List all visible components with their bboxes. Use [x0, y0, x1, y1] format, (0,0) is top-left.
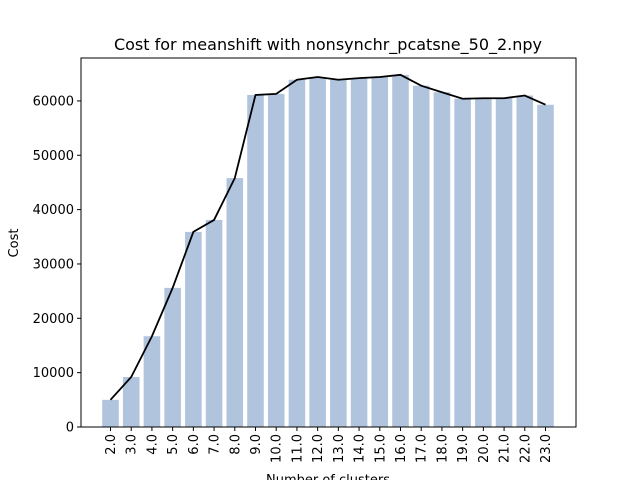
x-tick-label: 7.0: [208, 434, 223, 455]
chart-title: Cost for meanshift with nonsynchr_pcatsn…: [114, 35, 542, 55]
x-axis-label: Number of clusters: [266, 473, 390, 480]
bar: [247, 94, 264, 427]
bar: [516, 95, 534, 427]
x-tick-label: 4.0: [145, 434, 160, 455]
y-tick-label: 40000: [33, 203, 74, 218]
x-tick-label: 16.0: [394, 434, 409, 463]
x-tick-label: 12.0: [311, 434, 326, 463]
bar: [537, 104, 554, 427]
x-tick-label: 5.0: [166, 434, 181, 455]
bar: [102, 399, 119, 427]
y-axis-label: Cost: [7, 229, 22, 258]
x-tick-label: 11.0: [290, 434, 305, 463]
bar: [330, 79, 347, 427]
x-tick-label: 13.0: [332, 434, 347, 463]
y-tick-label: 10000: [33, 366, 74, 381]
bar: [205, 219, 223, 427]
line: [109, 73, 546, 401]
x-tick-label: 22.0: [518, 434, 533, 463]
x-tick-label: 14.0: [353, 434, 368, 463]
x-tick-label: 8.0: [228, 434, 243, 455]
bar: [309, 77, 326, 427]
x-tick-label: 3.0: [125, 434, 140, 455]
y-tick-label: 50000: [33, 149, 74, 164]
bar: [350, 78, 368, 427]
bar: [371, 77, 389, 427]
x-tick-label: 9.0: [249, 434, 264, 455]
bar: [454, 98, 471, 427]
x-tick-label: 2.0: [104, 434, 119, 455]
x-tick-label: 10.0: [270, 434, 285, 463]
bar: [267, 93, 285, 427]
x-tick-label: 15.0: [373, 434, 388, 463]
x-tick-label: 17.0: [415, 434, 430, 463]
bar: [122, 377, 140, 427]
x-tick-label: 18.0: [435, 434, 450, 463]
bar: [288, 79, 306, 427]
y-tick-label: 0: [66, 421, 74, 436]
y-tick-label: 20000: [33, 312, 74, 327]
bar: [475, 98, 492, 427]
x-tick-label: 21.0: [498, 434, 513, 463]
bar: [433, 92, 451, 427]
plot-frame: [80, 57, 577, 428]
bar: [495, 98, 513, 427]
y-tick-label: 60000: [33, 94, 74, 109]
x-tick-label: 23.0: [539, 434, 554, 463]
x-tick-label: 6.0: [187, 434, 202, 455]
x-tick-label: 19.0: [456, 434, 471, 463]
y-tick-label: 30000: [33, 257, 74, 272]
bar: [143, 336, 161, 427]
bar: [226, 178, 244, 427]
bar: [392, 74, 409, 427]
bar: [185, 231, 202, 427]
bar: [412, 85, 430, 427]
x-tick-label: 20.0: [477, 434, 492, 463]
bar: [164, 287, 181, 427]
